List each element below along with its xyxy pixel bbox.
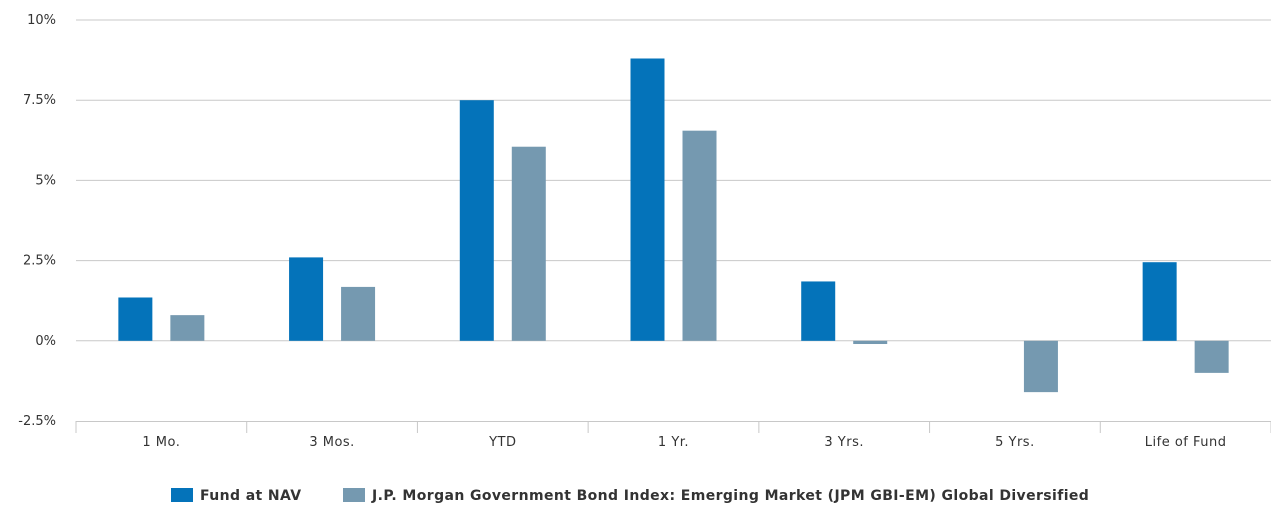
- bar-fund-at-nav-6[interactable]: [1142, 262, 1177, 341]
- bar-fund-at-nav-1[interactable]: [289, 257, 324, 341]
- x-tick-label: 3 Mos.: [309, 435, 354, 450]
- x-tick-label: 1 Mo.: [142, 435, 180, 450]
- bar-benchmark-index-6[interactable]: [1194, 340, 1229, 373]
- legend-label-benchmark-index[interactable]: J.P. Morgan Government Bond Index: Emerg…: [371, 488, 1089, 504]
- bars: [118, 58, 1229, 393]
- bar-fund-at-nav-4[interactable]: [801, 281, 836, 341]
- legend-swatch-benchmark-index[interactable]: [343, 488, 365, 502]
- x-tick-label: 1 Yr.: [658, 435, 689, 450]
- bar-benchmark-index-3[interactable]: [682, 130, 717, 341]
- y-tick-label: 7.5%: [23, 93, 56, 108]
- bar-fund-at-nav-0[interactable]: [118, 297, 153, 341]
- legend-swatch-fund-at-nav[interactable]: [171, 488, 193, 502]
- bar-benchmark-index-5[interactable]: [1023, 340, 1058, 393]
- legend: Fund at NAV J.P. Morgan Government Bond …: [171, 488, 1089, 504]
- legend-label-fund-at-nav[interactable]: Fund at NAV: [200, 488, 302, 504]
- gridlines: [76, 19, 1271, 342]
- y-tick-label: -2.5%: [18, 414, 56, 429]
- y-tick-label: 0%: [35, 334, 56, 349]
- bar-benchmark-index-0[interactable]: [170, 315, 205, 341]
- y-tick-label: 10%: [27, 13, 56, 28]
- bar-benchmark-index-1[interactable]: [341, 286, 376, 341]
- x-tick-label: YTD: [488, 435, 516, 450]
- y-axis-tick-labels: -2.5% 0% 2.5% 5% 7.5% 10%: [18, 13, 56, 429]
- x-tick-label: 5 Yrs.: [995, 435, 1035, 450]
- x-tick-label: 3 Yrs.: [824, 435, 864, 450]
- x-tick-label: Life of Fund: [1145, 435, 1227, 450]
- y-tick-label: 5%: [35, 173, 56, 188]
- bar-benchmark-index-2[interactable]: [511, 146, 546, 341]
- bar-fund-at-nav-2[interactable]: [459, 100, 494, 341]
- x-axis: 1 Mo. 3 Mos. YTD 1 Yr. 3 Yrs. 5 Yrs. Life of F…: [75, 421, 1271, 450]
- y-tick-label: 2.5%: [23, 254, 56, 269]
- bar-fund-at-nav-3[interactable]: [630, 58, 665, 341]
- bar-benchmark-index-4[interactable]: [853, 340, 888, 345]
